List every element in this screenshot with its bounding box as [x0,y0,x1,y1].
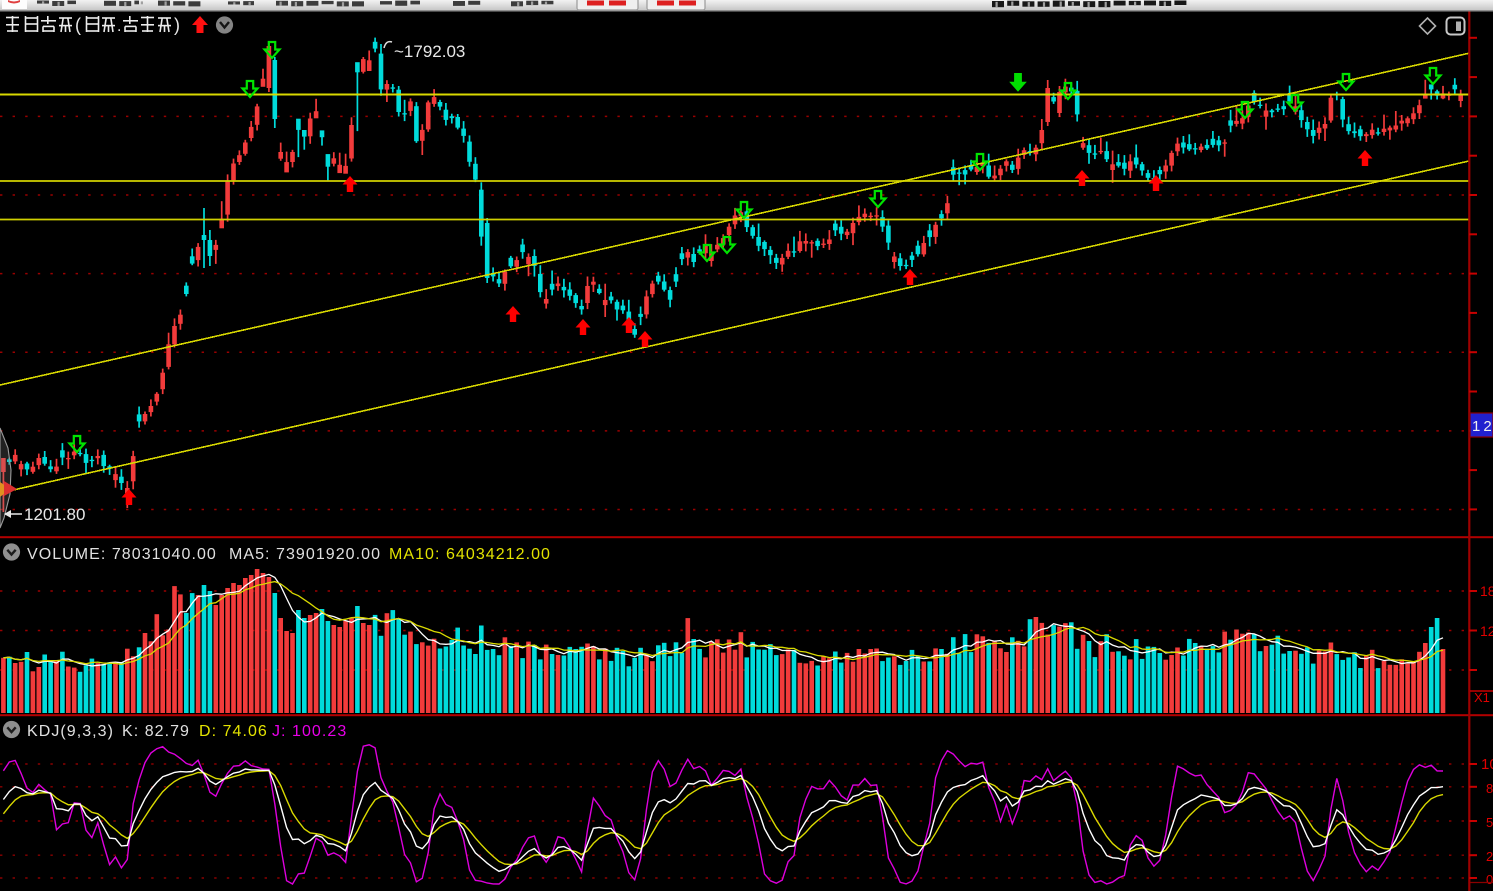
svg-text:5: 5 [1486,815,1493,830]
svg-text:~1792.03: ~1792.03 [394,42,465,61]
svg-text:K: 82.79: K: 82.79 [122,723,190,740]
svg-text:12: 12 [1480,623,1493,639]
svg-text:2: 2 [1486,849,1493,864]
svg-text:D: 74.06: D: 74.06 [199,723,268,740]
svg-text:129: 129 [1472,418,1493,435]
svg-text:8: 8 [1486,781,1493,796]
svg-text:10: 10 [1481,756,1493,773]
svg-text:.: . [117,18,121,35]
svg-text:J: 100.23: J: 100.23 [272,723,347,740]
svg-text:VOLUME: 78031040.00: VOLUME: 78031040.00 [27,546,217,563]
svg-text:MA10: 64034212.00: MA10: 64034212.00 [389,546,551,563]
svg-text:18: 18 [1480,583,1493,599]
svg-text:KDJ(9,3,3): KDJ(9,3,3) [27,723,114,740]
svg-text:MA5: 73901920.00: MA5: 73901920.00 [229,546,381,563]
svg-text:(: ( [75,15,81,35]
svg-text:): ) [174,15,180,35]
svg-text:1201.80: 1201.80 [24,505,85,524]
svg-text:0: 0 [1486,872,1493,887]
svg-text:X1: X1 [1474,690,1490,705]
